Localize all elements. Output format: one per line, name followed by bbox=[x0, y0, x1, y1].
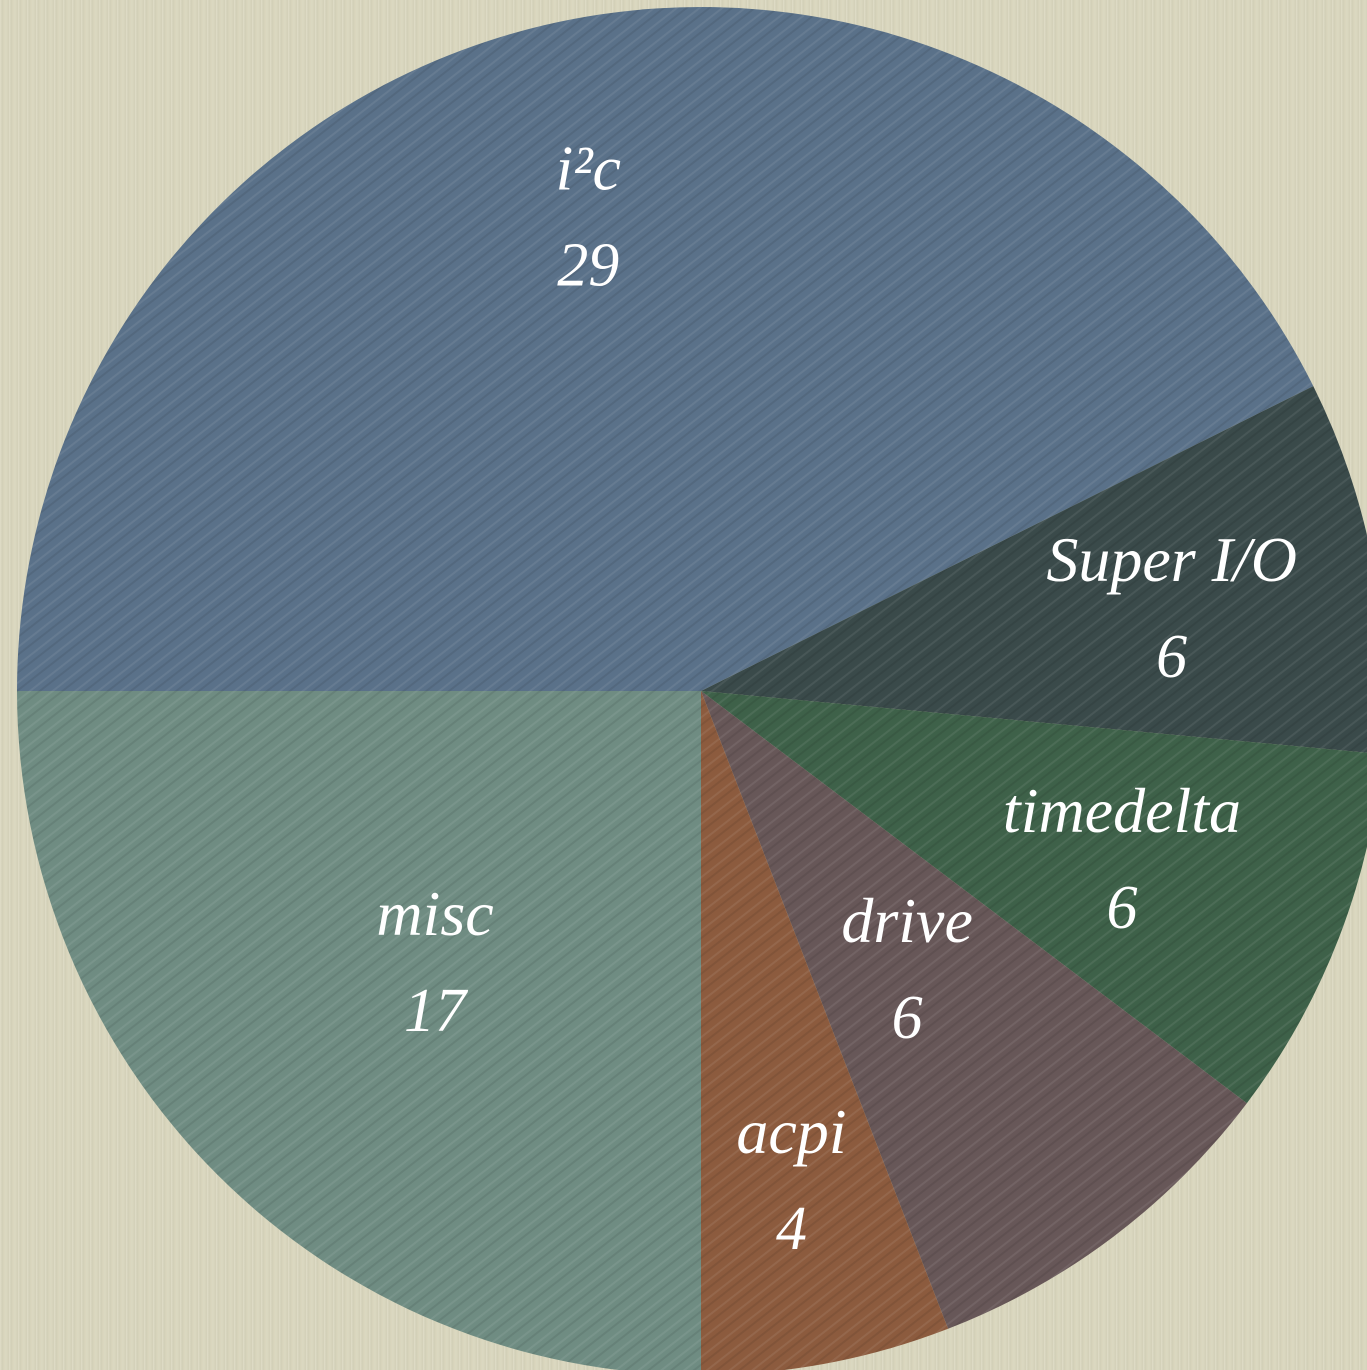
pie-labels: i²c 29 Super I/O 6 timedelta 6 drive 6 acpi 4 misc… bbox=[376, 133, 1297, 1263]
slice-label: i²c bbox=[556, 133, 621, 204]
slice-value: 4 bbox=[776, 1195, 807, 1263]
slice-label: drive bbox=[841, 885, 973, 956]
pie-slice-texture bbox=[701, 691, 1247, 1329]
slice-value: 6 bbox=[1106, 874, 1137, 942]
pie-slice-texture bbox=[701, 691, 949, 1370]
slice-label: acpi bbox=[736, 1096, 846, 1167]
pie-slice-texture bbox=[701, 386, 1367, 753]
pie-slice-texture bbox=[17, 691, 701, 1370]
slice-label: Super I/O bbox=[1046, 524, 1297, 595]
pie-slice-texture bbox=[701, 691, 1367, 1104]
slice-value: 17 bbox=[404, 977, 469, 1045]
pie-slices bbox=[17, 6, 1367, 1370]
slice-value: 6 bbox=[1156, 623, 1187, 691]
pie-slice-texture bbox=[17, 6, 1314, 691]
slice-label: timedelta bbox=[1003, 775, 1241, 846]
slice-value: 6 bbox=[892, 984, 923, 1052]
slice-value: 29 bbox=[557, 232, 619, 300]
slice-label: misc bbox=[376, 878, 493, 949]
